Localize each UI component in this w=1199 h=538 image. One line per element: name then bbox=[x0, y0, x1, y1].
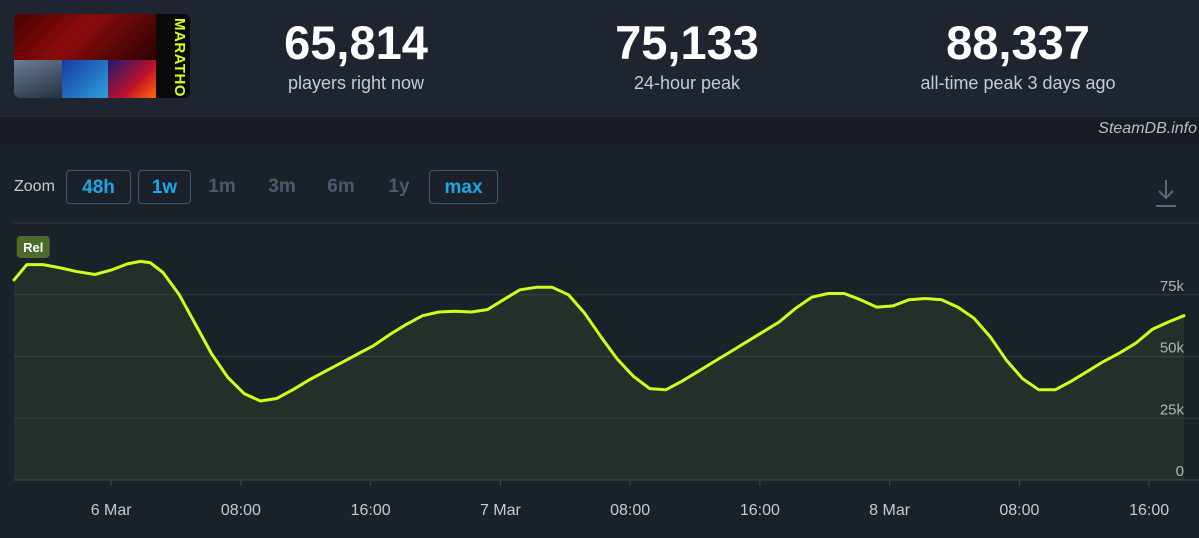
series-line bbox=[12, 259, 1186, 403]
y-tick-label: 25k bbox=[1160, 401, 1185, 418]
zoom-1w-button[interactable]: 1w bbox=[138, 170, 191, 204]
x-tick-label: 08:00 bbox=[610, 502, 650, 519]
x-tick-label: 16:00 bbox=[351, 502, 391, 519]
x-tick-label: 6 Mar bbox=[91, 502, 133, 519]
cover-art-top bbox=[14, 14, 156, 60]
zoom-label: Zoom bbox=[14, 178, 55, 195]
release-marker-badge bbox=[16, 236, 50, 258]
zoom-max-button[interactable]: max bbox=[429, 170, 498, 204]
stat-label: all-time peak 3 days ago bbox=[920, 73, 1116, 93]
x-tick-label: 16:00 bbox=[740, 502, 780, 519]
y-tick-label: 75k bbox=[1160, 278, 1185, 295]
stat-value: 65,814 bbox=[284, 16, 428, 69]
stat-value: 75,133 bbox=[615, 16, 759, 69]
game-cover-image[interactable]: MARATHON bbox=[14, 14, 190, 98]
stat-players-now: 65,814 players right now bbox=[206, 16, 506, 96]
cover-title-text: MARATHON bbox=[171, 18, 188, 98]
x-tick-label: 8 Mar bbox=[869, 502, 911, 519]
stat-label: players right now bbox=[287, 73, 425, 93]
zoom-3m-button[interactable]: 3m bbox=[268, 176, 296, 197]
cover-art-left bbox=[14, 60, 62, 98]
x-tick-label: 08:00 bbox=[999, 502, 1039, 519]
x-tick-label: 08:00 bbox=[221, 502, 261, 519]
cover-art-middle bbox=[62, 60, 108, 98]
site-credit-link[interactable]: SteamDB.info bbox=[1098, 120, 1197, 137]
zoom-1y-button[interactable]: 1y bbox=[388, 176, 410, 197]
zoom-1m-button[interactable]: 1m bbox=[208, 176, 236, 197]
header-bar: MARATHON 65,814 players right now 75,133… bbox=[0, 0, 1199, 117]
x-tick-label: 16:00 bbox=[1129, 502, 1169, 519]
stat-24h-peak: 75,133 24-hour peak bbox=[537, 16, 837, 96]
stat-value: 88,337 bbox=[946, 16, 1090, 69]
stat-label: 24-hour peak bbox=[633, 73, 741, 93]
series-area bbox=[14, 261, 1184, 480]
cover-title-strip bbox=[156, 14, 190, 98]
x-tick-label: 7 Mar bbox=[480, 502, 522, 519]
y-tick-label: 0 bbox=[1176, 463, 1184, 480]
zoom-48h-button[interactable]: 48h bbox=[66, 170, 131, 204]
cover-art-right bbox=[108, 60, 156, 98]
credit-band bbox=[0, 117, 1199, 143]
release-marker-label: Rel bbox=[23, 240, 43, 255]
y-tick-label: 50k bbox=[1160, 340, 1185, 357]
download-icon[interactable] bbox=[1154, 178, 1178, 208]
zoom-6m-button[interactable]: 6m bbox=[327, 176, 355, 197]
stat-all-time-peak: 88,337 all-time peak 3 days ago bbox=[868, 16, 1168, 96]
